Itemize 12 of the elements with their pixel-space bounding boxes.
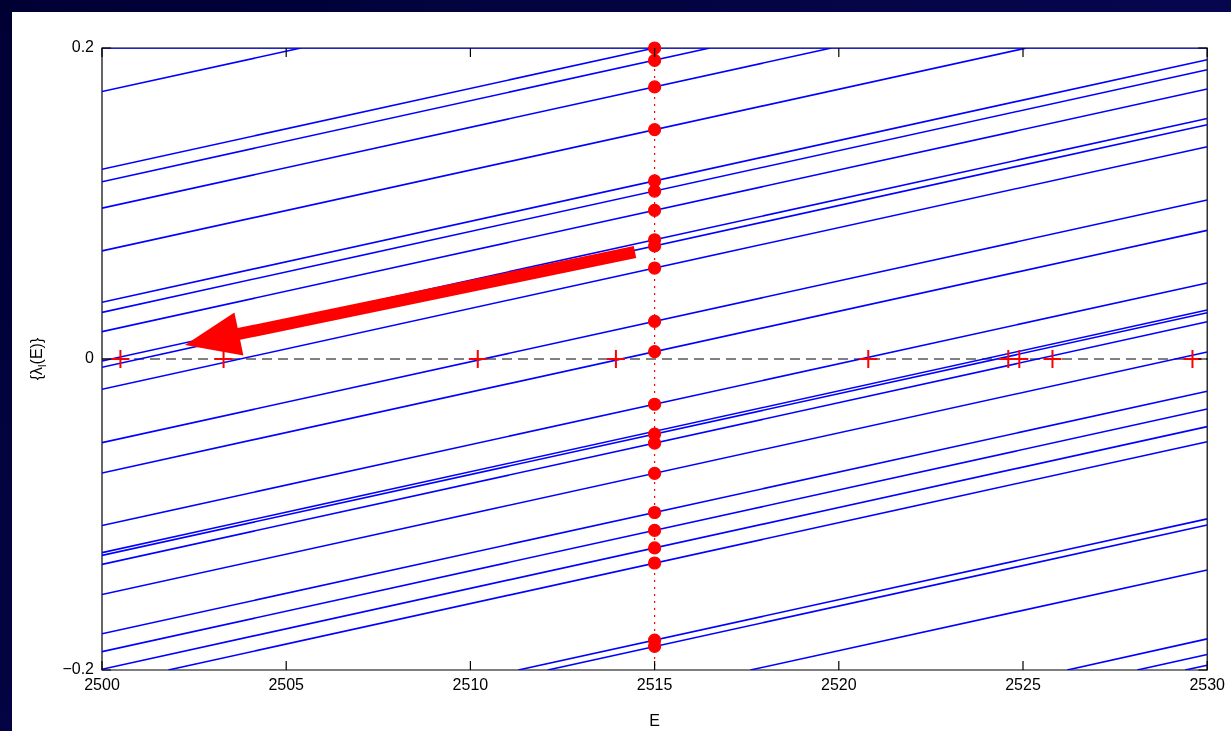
x-tick-label: 2510 — [452, 676, 489, 694]
x-tick-label: 2525 — [1005, 676, 1041, 694]
y-tick-label: 0.2 — [71, 38, 95, 56]
y-tick-label: −0.2 — [62, 660, 95, 678]
x-axis-title: E — [649, 711, 660, 729]
x-tick-label: 2515 — [636, 676, 673, 694]
x-tick-label: 2500 — [84, 676, 120, 694]
x-tick-label: 2520 — [821, 676, 857, 694]
x-tick-label: 2530 — [1189, 676, 1226, 694]
y-axis-title: {λl(E)} — [28, 337, 49, 381]
x-tick-label: 2505 — [268, 676, 305, 694]
y-tick-label: 0 — [85, 349, 95, 367]
